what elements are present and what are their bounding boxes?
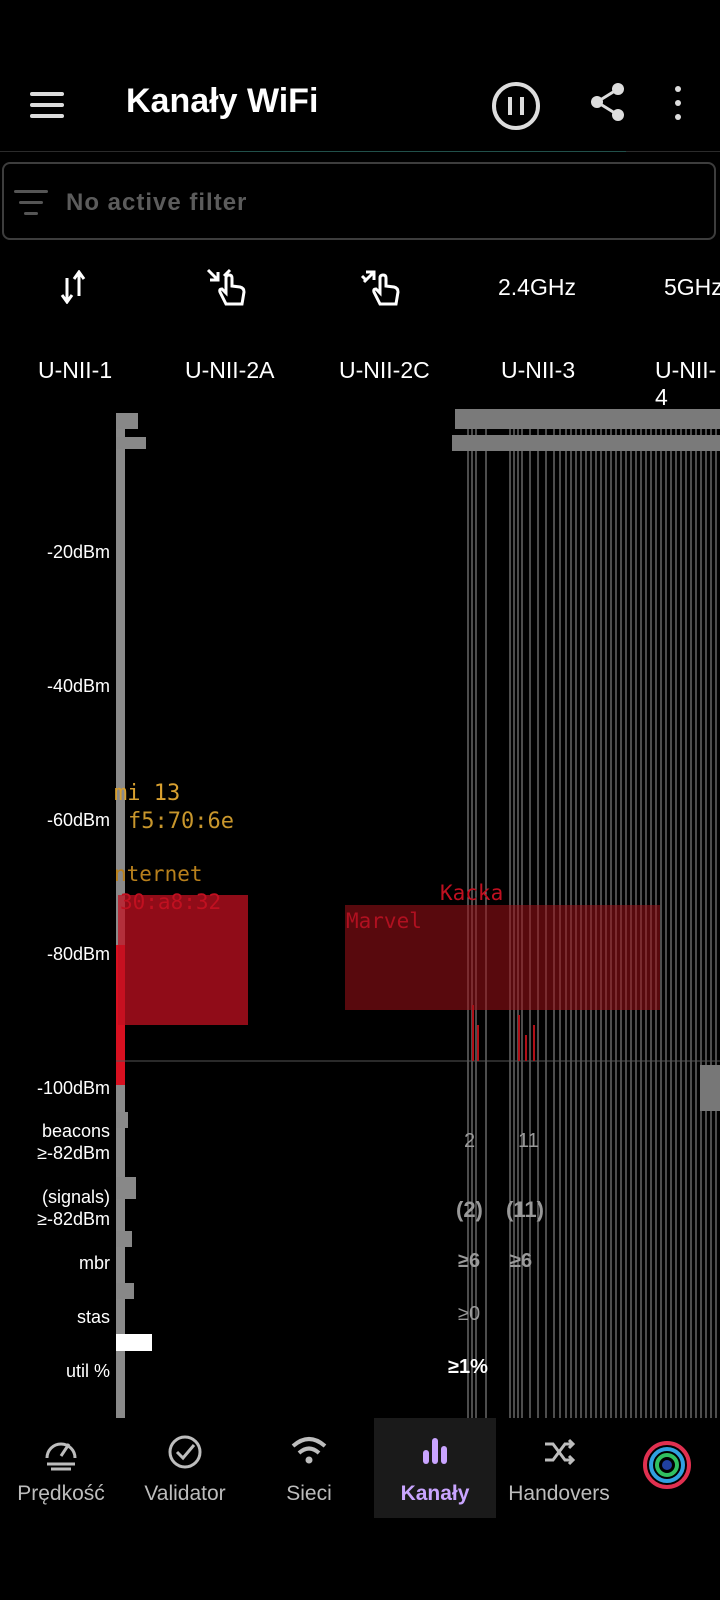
network-label-internet[interactable]: nternet [114,862,203,886]
subband-tab-unii-2c[interactable]: U-NII-2C [339,357,430,383]
beacons-row-label: beacons ≥-82dBm [37,1121,110,1163]
util-value: ≥1% [448,1356,488,1378]
signal-count-marker [116,1177,136,1199]
filter-icon [14,190,48,216]
progress-indicator [230,151,626,152]
page-title: Kanały WiFi [126,82,319,120]
subband-tab-unii-2a[interactable]: U-NII-2A [185,357,275,383]
nav-label: Handovers [508,1482,610,1505]
y-tick-label: -100dBm [36,1078,110,1098]
more-options-icon[interactable] [672,86,682,122]
speedometer-icon [45,1442,77,1471]
nav-label: Validator [144,1482,226,1505]
mbr-value: ≥6 [458,1250,481,1272]
network-label-kacka[interactable]: Kacka [440,881,504,905]
network-mac-mi: f5:70:6e [128,809,234,834]
nav-item-validator[interactable]: Validator [124,1418,246,1518]
mbr-value: ≥6 [510,1250,533,1272]
y-tick-label: -40dBm [46,676,110,696]
network-label-mi[interactable]: mi 13 [114,781,181,806]
signals-value: (11) [506,1197,544,1222]
network-label-marvel[interactable]: Marvel [346,909,422,933]
nav-item-handovers[interactable]: Handovers [498,1418,620,1518]
nav-item-predkosc[interactable]: Prędkość [0,1418,122,1518]
y-tick-label: -60dBm [46,810,110,830]
app-bar: Kanały WiFi [0,60,720,152]
shuffle-icon [545,1438,576,1466]
nav-item-app-logo[interactable] [618,1418,718,1518]
subband-tab-unii-1[interactable]: U-NII-1 [38,357,113,383]
band-2-4ghz-button[interactable]: 2.4GHz [498,274,576,300]
nav-label: Kanały [400,1482,470,1505]
sort-arrows-icon[interactable] [60,269,86,305]
signals-value: (2) [456,1197,483,1222]
nav-label: Prędkość [17,1482,105,1505]
filter-placeholder: No active filter [66,189,248,216]
stas-value: ≥0 [458,1303,481,1325]
nav-label: Sieci [286,1482,332,1505]
check-circle-icon [168,1435,202,1469]
offscreen-label [700,1065,720,1111]
bar-chart-icon [423,1438,447,1464]
filter-field[interactable]: No active filter [2,162,716,240]
mbr-marker [116,1231,132,1247]
util-marker [116,1334,152,1351]
network-mac-a8: 30:a8:32 [120,890,222,914]
y-tick-label: -20dBm [46,542,110,562]
channel-label-strip [455,409,720,429]
signal-spikes [472,1005,535,1061]
band-5ghz-button[interactable]: 5GHz [664,274,720,300]
beacon-count-marker [116,1112,128,1128]
pinch-zoom-out-icon[interactable] [360,268,404,306]
app-logo-icon [643,1441,691,1489]
stas-row-label: stas [76,1307,110,1327]
signals-row-label: (signals) ≥-82dBm [37,1187,110,1229]
channel-label-strip [452,435,720,451]
channel-label-box [116,437,146,449]
share-icon[interactable] [590,82,626,122]
menu-icon[interactable] [30,86,64,126]
subband-tab-unii-4[interactable]: U-NII-4 [655,357,717,410]
channel-chart[interactable] [0,405,720,1418]
util-row-label: util % [65,1361,110,1381]
stas-marker [116,1283,134,1299]
bottom-navigation: Prędkość Validator Sieci Kanały Hand [0,1418,720,1518]
channel-label-box [116,413,138,429]
mbr-row-label: mbr [79,1253,110,1273]
y-tick-label: -80dBm [46,944,110,964]
wifi-icon [291,1437,327,1464]
beacons-value: 11 [518,1130,539,1152]
pinch-zoom-in-icon[interactable] [206,268,250,306]
nav-item-kanaly[interactable]: Kanały [374,1418,496,1518]
network-label-cluster [118,895,248,1025]
beacons-value: 2 [464,1130,476,1152]
network-label-cluster [345,905,660,1010]
nav-item-sieci[interactable]: Sieci [248,1418,370,1518]
subband-tab-unii-3[interactable]: U-NII-3 [501,357,576,383]
pause-icon[interactable] [492,82,540,130]
